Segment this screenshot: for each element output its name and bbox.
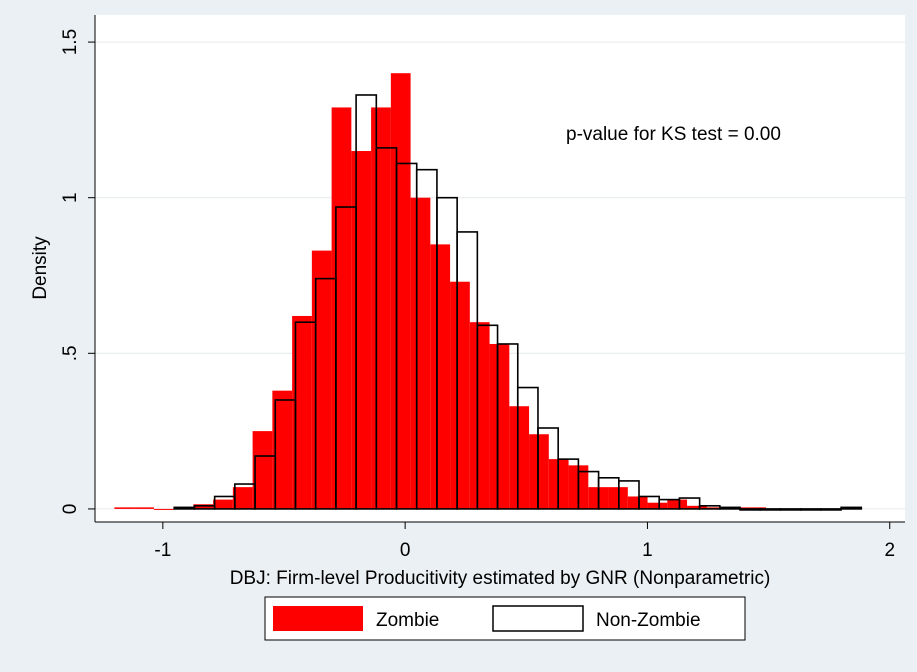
bar [719, 506, 741, 510]
legend-swatch [273, 606, 363, 631]
bar [213, 499, 233, 509]
bar [272, 390, 293, 509]
bar [134, 507, 154, 509]
bar [608, 487, 628, 509]
bar [292, 315, 312, 509]
bars [114, 73, 863, 511]
annotation: p-value for KS test = 0.00 [566, 124, 781, 145]
legend-items: Zombie Non-Zombie [273, 605, 701, 632]
bar [430, 244, 451, 509]
bar [820, 508, 842, 511]
y-tick-label: 1 [60, 192, 81, 203]
bar [840, 506, 863, 510]
ticks: 0 .5 1 1.5 -1 0 1 2 [60, 29, 895, 561]
bar [410, 197, 431, 509]
bar [687, 505, 707, 509]
bar [173, 506, 196, 510]
bar [779, 508, 802, 511]
bar [371, 107, 391, 509]
bar [739, 508, 762, 511]
bar [390, 73, 411, 509]
bar [153, 508, 174, 510]
y-tick-label: 0 [60, 504, 81, 515]
x-tick-label: 0 [400, 540, 411, 561]
bar [647, 502, 668, 509]
bar [232, 487, 253, 509]
bar [509, 406, 530, 509]
bar [489, 343, 510, 509]
legend-label: Zombie [376, 610, 439, 631]
bar [252, 431, 273, 509]
bar [759, 508, 782, 511]
x-axis-label: DBJ: Firm-level Producitivity estimated … [230, 568, 771, 589]
x-tick-label: -1 [154, 540, 171, 561]
bar [678, 497, 701, 510]
bar [351, 151, 372, 509]
x-tick-label: 1 [642, 540, 653, 561]
bar [114, 507, 135, 509]
legend-label: Non-Zombie [596, 610, 701, 631]
legend-swatch [492, 605, 584, 632]
bar [667, 499, 688, 509]
y-tick-label: .5 [60, 345, 81, 361]
bar [469, 322, 490, 509]
bar [627, 496, 648, 509]
bar [529, 434, 549, 509]
y-axis-label: Density [30, 236, 51, 300]
bar [617, 480, 640, 510]
bar [799, 508, 822, 511]
x-tick-label: 2 [884, 540, 895, 561]
bar [311, 250, 332, 509]
bar [331, 107, 352, 509]
y-tick-label: 1.5 [60, 29, 81, 55]
bar [450, 281, 470, 509]
